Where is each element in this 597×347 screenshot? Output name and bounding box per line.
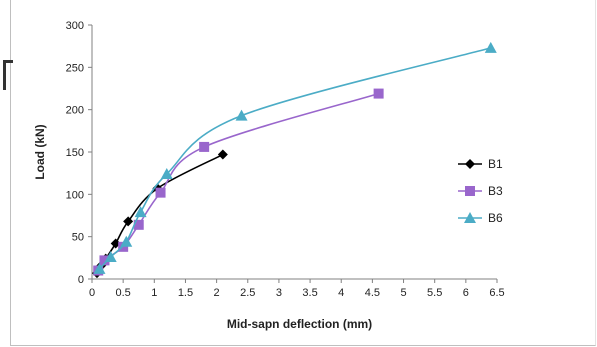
legend-marker-b1 <box>465 159 475 169</box>
legend-label-b1: B1 <box>488 157 503 171</box>
x-tick-label: 6 <box>463 287 469 299</box>
series-line-b1 <box>96 153 224 274</box>
y-tick-label: 0 <box>78 274 84 286</box>
x-tick-label: 0 <box>89 287 95 299</box>
data-point-b1 <box>217 149 228 160</box>
x-tick-label: 3.5 <box>302 287 317 299</box>
data-point-b3 <box>199 141 210 152</box>
data-point-b6 <box>104 250 117 262</box>
x-tick-label: 2.5 <box>240 287 255 299</box>
y-tick-label: 250 <box>66 62 84 74</box>
legend-item-b1: B1 <box>458 157 503 171</box>
legend-item-b3: B3 <box>458 184 503 198</box>
legend-marker-b6 <box>464 212 476 223</box>
data-point-b6 <box>93 262 106 274</box>
x-tick-label: 5 <box>400 287 406 299</box>
x-tick-label: 6.5 <box>489 287 504 299</box>
data-point-b3 <box>133 219 144 230</box>
data-point-b3 <box>155 187 166 198</box>
x-tick-label: 4.5 <box>365 287 380 299</box>
x-tick-label: 3 <box>276 287 282 299</box>
data-point-b3 <box>373 88 384 99</box>
legend-label-b3: B3 <box>488 184 503 198</box>
x-tick-label: 4 <box>338 287 344 299</box>
x-tick-label: 0.5 <box>116 287 131 299</box>
cropped-edge-mark <box>3 60 13 90</box>
y-axis-title: Load (kN) <box>33 124 47 179</box>
y-tick-label: 300 <box>66 20 84 32</box>
data-point-b1 <box>123 216 134 227</box>
y-tick-label: 100 <box>66 189 84 201</box>
data-point-b3 <box>99 255 110 266</box>
x-tick-label: 2 <box>214 287 220 299</box>
series-b6 <box>93 41 497 274</box>
data-point-b6 <box>160 168 173 180</box>
x-tick-label: 1 <box>151 287 157 299</box>
legend-item-b6: B6 <box>458 211 503 225</box>
axes-layer: 0 50 100 150 200 250 300 0 0.5 1 1.5 2 2.5 3 3.5 4 4.5 5 5… <box>66 20 505 299</box>
chart-frame <box>10 0 596 346</box>
legend-label-b6: B6 <box>488 211 503 225</box>
series-layer <box>91 41 497 279</box>
x-tick-label: 5.5 <box>427 287 442 299</box>
data-point-b6 <box>484 41 497 53</box>
data-point-b6 <box>134 206 147 218</box>
y-tick-label: 200 <box>66 105 84 117</box>
data-point-b6 <box>120 235 133 247</box>
data-point-b6 <box>235 109 248 121</box>
y-tick-label: 150 <box>66 147 84 159</box>
series-line-b6 <box>98 47 491 270</box>
legend-marker-b3 <box>465 186 475 196</box>
legend: B1 B3 B6 <box>458 157 503 225</box>
x-tick-label: 1.5 <box>178 287 193 299</box>
x-axis-title: Mid-sapn deflection (mm) <box>227 317 372 331</box>
y-tick-label: 50 <box>72 232 84 244</box>
